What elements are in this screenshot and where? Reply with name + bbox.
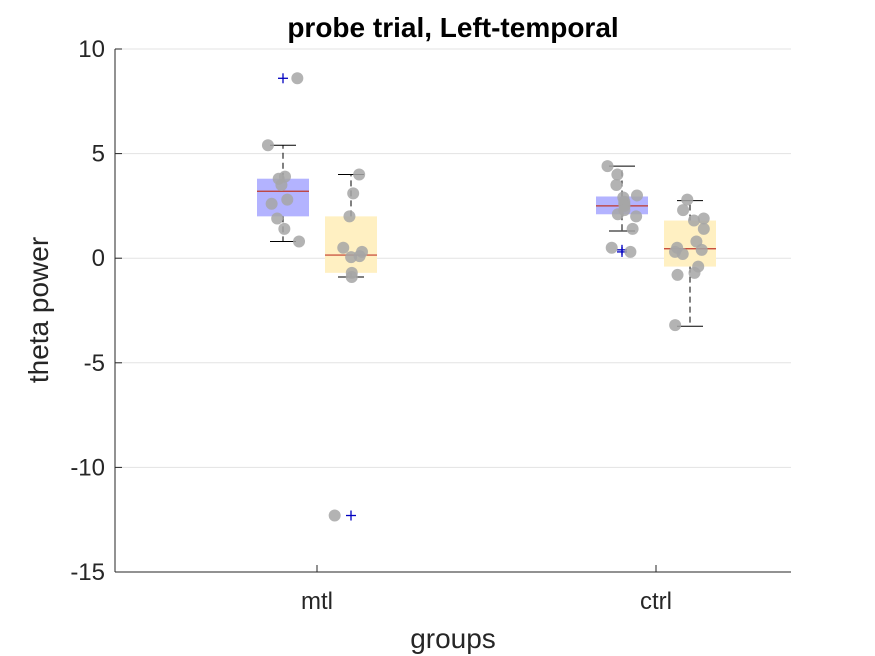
data-point (624, 245, 637, 258)
y-tick-label: 5 (92, 141, 105, 168)
y-tick-label: 0 (92, 245, 105, 272)
data-point (688, 266, 701, 279)
data-point (261, 139, 274, 152)
box-ctrl-1 (664, 193, 716, 332)
data-point (671, 268, 684, 281)
y-axis-label: theta power (23, 237, 54, 383)
x-axis-label: groups (410, 623, 496, 654)
data-point (337, 241, 350, 254)
data-point (291, 72, 304, 85)
box-iqr (325, 216, 377, 273)
data-point (345, 271, 358, 284)
data-point (271, 212, 284, 225)
data-point (347, 187, 360, 200)
data-point (626, 222, 639, 235)
data-point (345, 251, 358, 264)
box-mtl-1 (325, 168, 377, 522)
data-point (610, 178, 623, 191)
data-point (275, 178, 288, 191)
data-point (343, 210, 356, 223)
data-point (669, 319, 682, 332)
data-point (611, 168, 624, 181)
data-point (281, 193, 294, 206)
data-point (695, 243, 708, 256)
y-tick-label: 10 (78, 36, 105, 63)
data-point (630, 189, 643, 202)
data-point (676, 248, 689, 261)
data-point (630, 210, 643, 223)
data-point (688, 214, 701, 227)
y-tick-label: -15 (70, 559, 105, 586)
box-mtl-0 (257, 72, 309, 248)
data-point (353, 168, 366, 181)
x-tick-label: mtl (301, 588, 333, 615)
data-point (677, 204, 690, 217)
data-point (697, 212, 710, 225)
y-tick-label: -10 (70, 454, 105, 481)
data-point (278, 222, 291, 235)
box-ctrl-0 (596, 160, 648, 258)
data-point (601, 160, 614, 173)
data-point (265, 197, 278, 210)
x-tick-label: ctrl (640, 588, 672, 615)
data-point (697, 222, 710, 235)
data-point (293, 235, 306, 248)
data-point (328, 509, 341, 522)
y-tick-label: -5 (84, 350, 105, 377)
axes: 10 5 0 -5 -10 -15 mtl ctrl (70, 36, 791, 615)
data-point (681, 193, 694, 206)
chart-title: probe trial, Left-temporal (287, 12, 618, 43)
data-point (611, 208, 624, 221)
boxplot-layer (257, 72, 716, 522)
data-point (605, 241, 618, 254)
